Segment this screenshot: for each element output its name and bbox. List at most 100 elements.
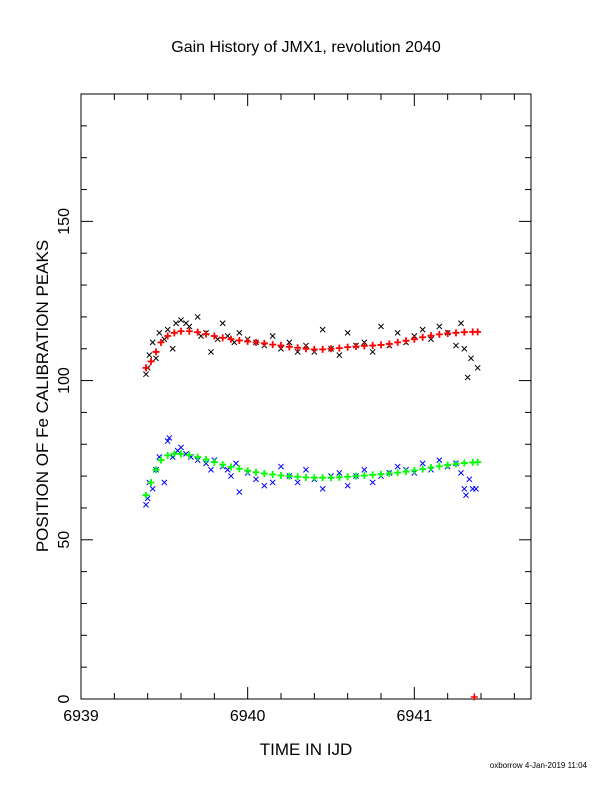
data-point [302, 345, 310, 353]
x-tick-label: 6941 [397, 708, 433, 725]
data-point [203, 460, 209, 467]
data-point [385, 340, 393, 348]
data-point [458, 320, 464, 327]
data-point [458, 469, 464, 476]
data-point [149, 339, 156, 346]
data-point [285, 343, 293, 351]
data-point [286, 339, 293, 346]
data-point [166, 434, 173, 441]
data-point [164, 438, 171, 445]
data-point [419, 460, 426, 467]
data-point [149, 485, 156, 492]
data-point [219, 320, 226, 327]
data-point [444, 329, 452, 337]
data-point [319, 485, 326, 492]
data-point [344, 473, 352, 481]
data-point [344, 329, 351, 336]
data-point [377, 470, 385, 478]
data-point [185, 451, 193, 459]
chart-title: Gain History of JMX1, revolution 2040 [171, 39, 441, 56]
data-point [244, 467, 252, 475]
data-point [170, 450, 178, 458]
data-point [253, 476, 259, 483]
data-point [464, 374, 471, 381]
data-point [352, 343, 360, 351]
data-point [277, 471, 285, 479]
plot-frame [80, 93, 532, 700]
data-point [164, 326, 171, 333]
data-point [344, 482, 351, 489]
data-point [427, 464, 435, 472]
data-marks [142, 313, 482, 701]
data-point [428, 336, 434, 343]
data-point [336, 352, 343, 359]
data-point [236, 329, 243, 336]
axis-ticks [80, 93, 531, 700]
data-point [302, 473, 310, 481]
data-point [319, 474, 327, 482]
data-point [352, 472, 360, 480]
data-point [327, 474, 335, 482]
data-point [147, 357, 155, 365]
data-point [228, 473, 234, 480]
data-point [219, 334, 227, 342]
data-point [169, 345, 176, 352]
data-point [360, 471, 368, 479]
data-point [394, 469, 402, 477]
data-point [210, 458, 218, 466]
data-point [210, 332, 218, 340]
data-point [461, 485, 468, 492]
data-point [419, 333, 427, 341]
data-point [294, 479, 301, 486]
data-point [152, 466, 160, 474]
series-1 [142, 327, 482, 372]
data-point [444, 461, 452, 469]
data-point [460, 459, 468, 467]
data-point [277, 342, 285, 350]
data-point [360, 342, 368, 350]
data-point [157, 338, 165, 346]
data-point [178, 317, 184, 324]
data-point [435, 462, 443, 470]
data-point [294, 473, 302, 481]
data-point [369, 342, 377, 350]
series-2 [143, 434, 479, 508]
data-point [452, 460, 460, 468]
x-axis-label: TIME IN IJD [260, 740, 353, 759]
data-point [224, 466, 231, 473]
data-point [335, 344, 343, 352]
series-0 [143, 313, 481, 381]
data-point [147, 478, 155, 486]
data-point [474, 364, 481, 371]
data-point [194, 453, 202, 461]
data-point [208, 348, 214, 355]
data-point [202, 456, 210, 464]
data-point [427, 332, 435, 340]
data-point [361, 466, 368, 473]
y-tick-label: 50 [56, 531, 73, 549]
data-point [410, 466, 418, 474]
data-point [269, 333, 276, 339]
data-point [152, 348, 160, 356]
data-point [194, 313, 201, 320]
series-3 [142, 450, 482, 499]
data-point [178, 444, 184, 451]
data-point [164, 332, 172, 340]
axis-marker [470, 693, 478, 701]
data-point [310, 345, 318, 353]
data-point [153, 355, 159, 362]
data-point [419, 465, 427, 473]
data-point [453, 342, 459, 349]
data-point [378, 323, 384, 330]
data-point [202, 330, 210, 338]
data-point [319, 326, 326, 333]
data-point [269, 479, 276, 486]
data-point [474, 458, 482, 466]
data-point [269, 471, 277, 479]
data-point [244, 337, 252, 345]
y-tick-label: 150 [56, 208, 73, 235]
data-point [285, 472, 293, 480]
data-point [186, 323, 193, 330]
data-point [142, 364, 150, 372]
